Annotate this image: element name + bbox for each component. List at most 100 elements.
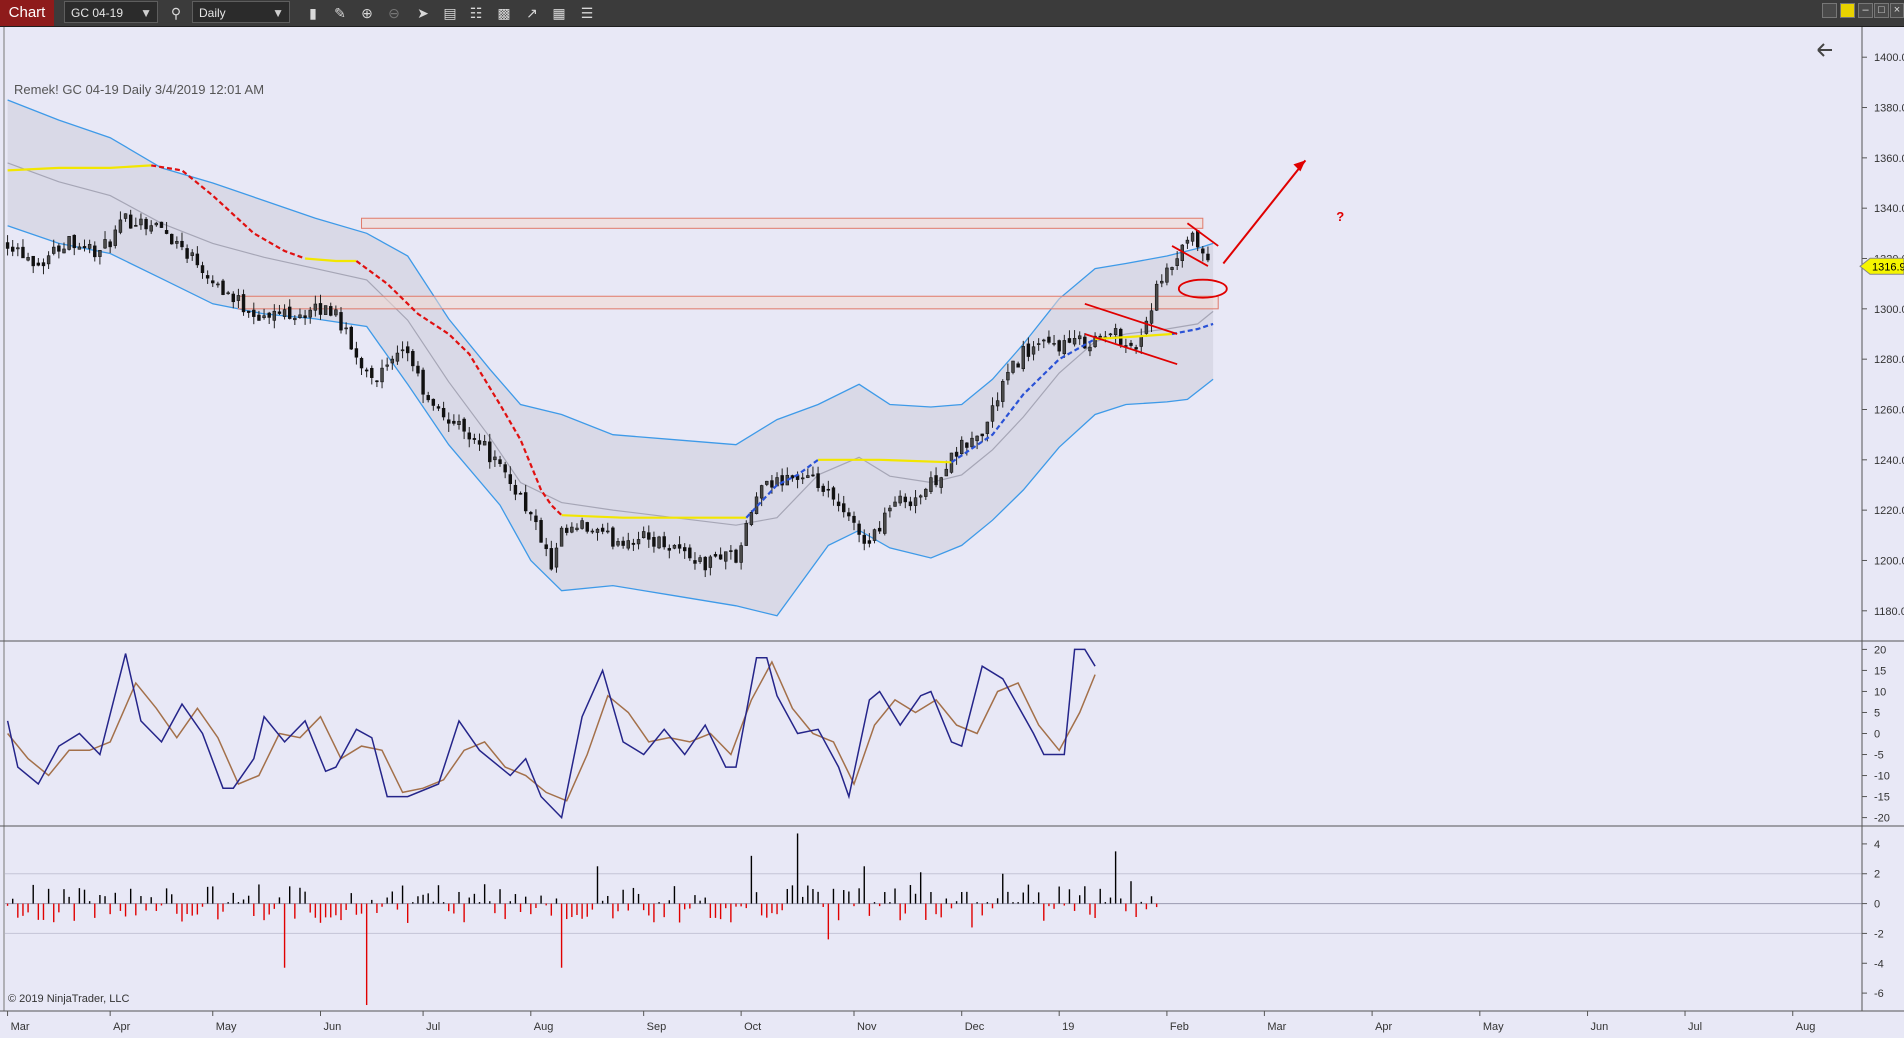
candle-body: [482, 441, 487, 446]
target-arrow[interactable]: [1222, 159, 1307, 265]
price-axis-tick-label: 1400.0: [1874, 52, 1904, 64]
candle: [303, 309, 307, 325]
candle: [118, 211, 123, 235]
candle: [180, 232, 184, 251]
candle-body: [21, 246, 25, 259]
search-icon[interactable]: ⚲: [170, 5, 182, 21]
candle: [323, 305, 328, 315]
histogram-axis-tick-label: -6: [1874, 988, 1884, 1000]
candle-body: [385, 364, 389, 367]
candle-body: [298, 314, 302, 319]
candle: [575, 523, 579, 532]
support-ellipse[interactable]: [1177, 278, 1228, 299]
candle-body: [241, 294, 246, 313]
close-icon[interactable]: ×: [1890, 3, 1904, 18]
interval-selector[interactable]: Daily ▼: [192, 1, 290, 23]
flag-line[interactable]: [1084, 333, 1178, 366]
x-axis-month-label: Jul: [1688, 1021, 1702, 1033]
candle: [800, 472, 805, 485]
candle: [164, 222, 169, 235]
moving-average-up: [950, 338, 1096, 464]
candle: [703, 556, 707, 578]
candle-body: [903, 496, 907, 503]
pointer-icon[interactable]: ➤: [417, 5, 429, 21]
candle-body: [1185, 239, 1190, 244]
candle-body: [159, 221, 164, 228]
flag-line[interactable]: [1084, 302, 1178, 335]
lower-band-line: [7, 225, 1214, 617]
candle: [436, 404, 441, 412]
candle-body: [1052, 343, 1056, 345]
resistance-zone-1[interactable]: [237, 295, 1219, 310]
bar-type-icon[interactable]: ▮: [309, 5, 317, 21]
candle: [1170, 266, 1174, 276]
candle: [1175, 251, 1179, 270]
candle-body: [765, 480, 769, 485]
chart-area[interactable]: ? 1400.01380.01360.01340.01320.01300.012…: [0, 27, 1904, 1038]
candle-body: [134, 225, 138, 227]
candle-body: [267, 312, 271, 318]
chart-tab[interactable]: Chart: [0, 0, 54, 26]
zoom-out-icon[interactable]: ⊖: [388, 5, 400, 21]
candle-body: [693, 560, 697, 564]
candle: [252, 302, 256, 325]
candle-body: [1031, 346, 1036, 355]
indicator-icon[interactable]: ▦: [552, 5, 566, 21]
list-icon[interactable]: ☰: [580, 5, 594, 21]
candle: [1083, 333, 1087, 350]
candle-body: [441, 407, 446, 418]
candle: [862, 529, 866, 551]
candle: [411, 349, 415, 372]
back-arrow-icon[interactable]: [1817, 43, 1832, 57]
annotation-drawings[interactable]: ?: [1084, 159, 1344, 366]
zoom-in-icon[interactable]: ⊕: [361, 5, 373, 21]
candle-body: [718, 554, 723, 560]
candle: [554, 542, 559, 573]
candle: [842, 495, 846, 518]
candle-body: [585, 522, 589, 532]
instrument-selector[interactable]: GC 04-19 ▼: [64, 1, 158, 23]
candle-body: [929, 477, 933, 492]
properties-icon[interactable]: ☷: [469, 5, 483, 21]
candle-body: [447, 419, 451, 424]
moving-average-flat: [7, 164, 152, 172]
minimize-icon[interactable]: –: [1858, 3, 1873, 18]
candle-body: [82, 246, 87, 249]
candle-body: [1113, 328, 1118, 336]
strategy-icon[interactable]: ↗: [526, 5, 538, 21]
pennant-line[interactable]: [1171, 245, 1209, 267]
price-axis-tick-label: 1340.0: [1874, 203, 1904, 215]
candle-body: [800, 477, 805, 480]
candle: [282, 304, 287, 320]
candle: [600, 523, 605, 535]
x-axis-month-label: 19: [1062, 1021, 1074, 1033]
candle-body: [426, 395, 430, 401]
pencil-icon[interactable]: ✎: [334, 5, 346, 21]
candle-body: [1077, 335, 1082, 340]
candle-body: [518, 492, 523, 495]
candle: [549, 540, 554, 571]
resistance-zone-0[interactable]: [361, 217, 1204, 229]
candle: [57, 243, 61, 259]
candle-body: [770, 480, 774, 488]
candle-body: [236, 295, 241, 301]
candle-body: [590, 530, 595, 533]
candle: [144, 217, 148, 236]
pennant-line[interactable]: [1186, 222, 1219, 247]
candle-body: [990, 405, 995, 422]
candle: [211, 275, 215, 287]
candle-body: [698, 557, 702, 562]
maximize-icon[interactable]: □: [1874, 3, 1889, 18]
oscillator-axis-tick-label: 20: [1874, 644, 1886, 656]
tile-icon[interactable]: [1822, 3, 1837, 18]
candle: [1144, 316, 1149, 337]
candle: [877, 521, 882, 534]
candle: [1154, 280, 1159, 311]
template-icon[interactable]: ▩: [497, 5, 511, 21]
data-box-icon[interactable]: ▤: [443, 5, 457, 21]
highlight-icon[interactable]: [1840, 3, 1855, 18]
candle-body: [313, 303, 318, 311]
candle: [872, 528, 877, 544]
candle: [724, 551, 728, 570]
candle: [159, 221, 164, 228]
